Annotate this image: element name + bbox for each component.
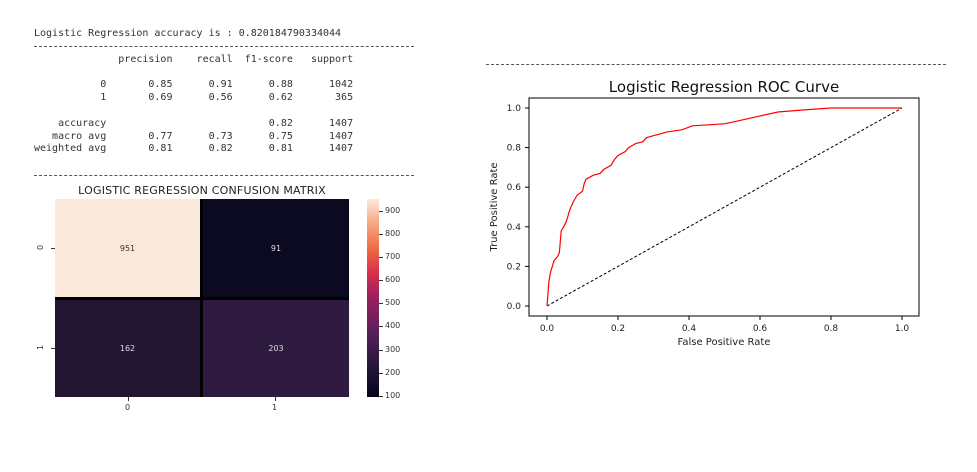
x-tick-label: 0.6 (753, 324, 768, 334)
y-tick-label: 0.2 (507, 262, 521, 272)
colorbar-label-600: 600 (385, 275, 401, 284)
confusion-matrix-heatmap: 951 91 162 203 (55, 199, 349, 397)
report-row-1: 1 0.69 0.56 0.62 365 (34, 92, 354, 103)
report-row-0: 0 0.85 0.91 0.88 1042 (34, 79, 354, 90)
x-tick-label: 0.8 (824, 324, 839, 334)
y-tick (51, 248, 55, 249)
colorbar-label-400: 400 (385, 321, 401, 330)
report-row-accuracy: accuracy 0.82 1407 (34, 118, 354, 129)
y-tick-label: 0.4 (507, 223, 522, 233)
colorbar-tick (379, 350, 383, 351)
x-tick-label: 0.0 (540, 324, 555, 334)
x-tick-label: 0.2 (611, 324, 625, 334)
cell-1-1: 203 (203, 300, 349, 397)
roc-axes (528, 97, 920, 317)
roc-ticks: 0.0 0.2 0.4 0.6 0.8 1.0 0.0 0.2 0.4 0.6 0.8 1.0 (507, 104, 910, 334)
colorbar-label-800: 800 (385, 229, 401, 238)
y-tick-label: 0.6 (507, 183, 522, 193)
divider (34, 46, 414, 47)
y-tick (51, 348, 55, 349)
roc-ylabel: True Positive Rate (489, 162, 500, 252)
x-tick (128, 397, 129, 401)
colorbar-tick (379, 257, 383, 258)
colorbar-label-200: 200 (385, 368, 401, 377)
colorbar-label-100: 100 (385, 391, 401, 400)
roc-title: Logistic Regression ROC Curve (609, 78, 839, 96)
colorbar-tick (379, 326, 383, 327)
colorbar-tick (379, 303, 383, 304)
x-tick (275, 397, 276, 401)
report-header: precision recall f1-score support (34, 54, 354, 65)
cell-0-1: 91 (203, 199, 349, 297)
col-label-1: 1 (272, 403, 278, 412)
colorbar-tick (379, 280, 383, 281)
colorbar-tick (379, 373, 383, 374)
cell-0-0: 951 (55, 199, 200, 297)
colorbar-tick (379, 234, 383, 235)
y-tick-label: 0.8 (507, 144, 522, 154)
colorbar-tick (379, 211, 383, 212)
colorbar (367, 199, 379, 397)
colorbar-label-500: 500 (385, 298, 401, 307)
col-label-0: 0 (125, 403, 131, 412)
colorbar-label-300: 300 (385, 345, 401, 354)
cell-1-0: 162 (55, 300, 200, 397)
x-tick-label: 1.0 (895, 324, 910, 334)
accuracy-line: Logistic Regression accuracy is : 0.8201… (34, 28, 342, 39)
report-row-macro: macro avg 0.77 0.73 0.75 1407 (34, 131, 354, 142)
colorbar-label-700: 700 (385, 252, 401, 261)
roc-curve-line (546, 107, 902, 307)
y-tick-label: 0.0 (507, 302, 522, 312)
divider (486, 64, 946, 65)
divider (34, 175, 414, 176)
y-tick-label: 1.0 (507, 104, 522, 114)
confusion-matrix-title: LOGISTIC REGRESSION CONFUSION MATRIX (78, 184, 326, 197)
colorbar-label-900: 900 (385, 206, 401, 215)
colorbar-tick (379, 396, 383, 397)
baseline-diagonal (546, 107, 903, 307)
report-row-weighted: weighted avg 0.81 0.82 0.81 1407 (34, 143, 354, 154)
roc-xlabel: False Positive Rate (678, 337, 771, 348)
x-tick-label: 0.4 (682, 324, 697, 334)
